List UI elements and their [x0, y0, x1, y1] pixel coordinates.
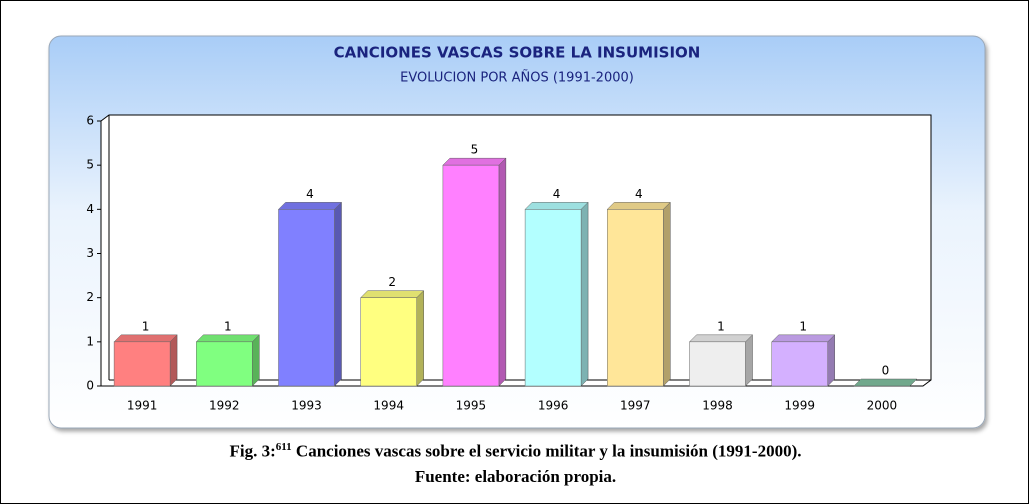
bar-top: [853, 378, 918, 387]
bar-top-shade: [853, 379, 917, 386]
bar-side-shade: [252, 334, 260, 386]
bar-top-shade: [525, 202, 589, 210]
bar: [196, 341, 253, 387]
x-tick-label: 1997: [620, 399, 651, 413]
bar: [278, 209, 335, 387]
caption-source: Fuente: elaboración propia.: [414, 467, 617, 486]
x-tick-label: 1999: [784, 399, 815, 413]
bar-top-shade: [689, 334, 753, 342]
y-tick-label: 6: [86, 114, 94, 128]
bar: [360, 297, 417, 387]
bar-top-shade: [114, 334, 178, 342]
data-label: 5: [471, 143, 479, 157]
bar-top-shade: [196, 334, 260, 342]
x-tick-label: 1996: [538, 399, 569, 413]
bar: [689, 341, 746, 387]
y-tick-label: 4: [86, 202, 94, 216]
bar-top-shade: [360, 290, 424, 298]
bar-side-shade: [334, 202, 342, 386]
bar: [607, 209, 664, 387]
data-label: 1: [799, 319, 807, 333]
bar: [442, 164, 500, 387]
x-tick-label: 1993: [291, 399, 322, 413]
bar-side-shade: [663, 202, 671, 386]
data-label: 1: [142, 319, 150, 333]
bar-side-shade: [498, 158, 506, 386]
bar: [524, 209, 582, 387]
chart: CANCIONES VASCAS SOBRE LA INSUMISION EVO…: [48, 35, 986, 429]
x-tick-label: 1998: [702, 399, 733, 413]
y-tick-label: 2: [86, 290, 94, 304]
bar-top-shade: [278, 202, 342, 210]
x-tick-label: 1992: [209, 399, 240, 413]
chart-subtitle: EVOLUCION POR AÑOS (1991-2000): [400, 70, 634, 86]
bar-top-shade: [607, 202, 671, 210]
caption-label: Fig. 3:: [229, 441, 276, 461]
chart-title: CANCIONES VASCAS SOBRE LA INSUMISION: [334, 44, 701, 62]
bar-top-shade: [442, 158, 506, 166]
bar: [771, 341, 828, 387]
data-label: 4: [635, 187, 643, 201]
x-tick-label: 1991: [127, 399, 158, 413]
bar-side-shade: [745, 334, 753, 386]
y-tick-label: 0: [86, 379, 94, 393]
y-tick-label: 1: [86, 334, 94, 348]
caption: Fig. 3:611 Canciones vascas sobre el ser…: [1, 441, 1028, 462]
y-tick-label: 5: [86, 158, 94, 172]
caption-note: 611: [275, 441, 292, 453]
x-tick-label: 1994: [373, 399, 404, 413]
data-label: 0: [882, 364, 890, 378]
caption-text: Canciones vascas sobre el servicio milit…: [295, 441, 802, 461]
bar-side-shade: [416, 290, 424, 386]
bar-side-shade: [581, 202, 589, 386]
data-label: 1: [717, 319, 725, 333]
x-tick-label: 2000: [867, 399, 898, 413]
y-tick-label: 3: [86, 246, 94, 260]
data-label: 4: [553, 187, 561, 201]
bar-side-shade: [170, 334, 178, 386]
data-label: 4: [306, 187, 314, 201]
data-label: 2: [388, 275, 396, 289]
x-tick-label: 1995: [456, 399, 487, 413]
bar: [113, 341, 171, 387]
bar-top-shade: [771, 334, 835, 342]
data-label: 1: [224, 319, 232, 333]
bar-side-shade: [827, 334, 835, 386]
